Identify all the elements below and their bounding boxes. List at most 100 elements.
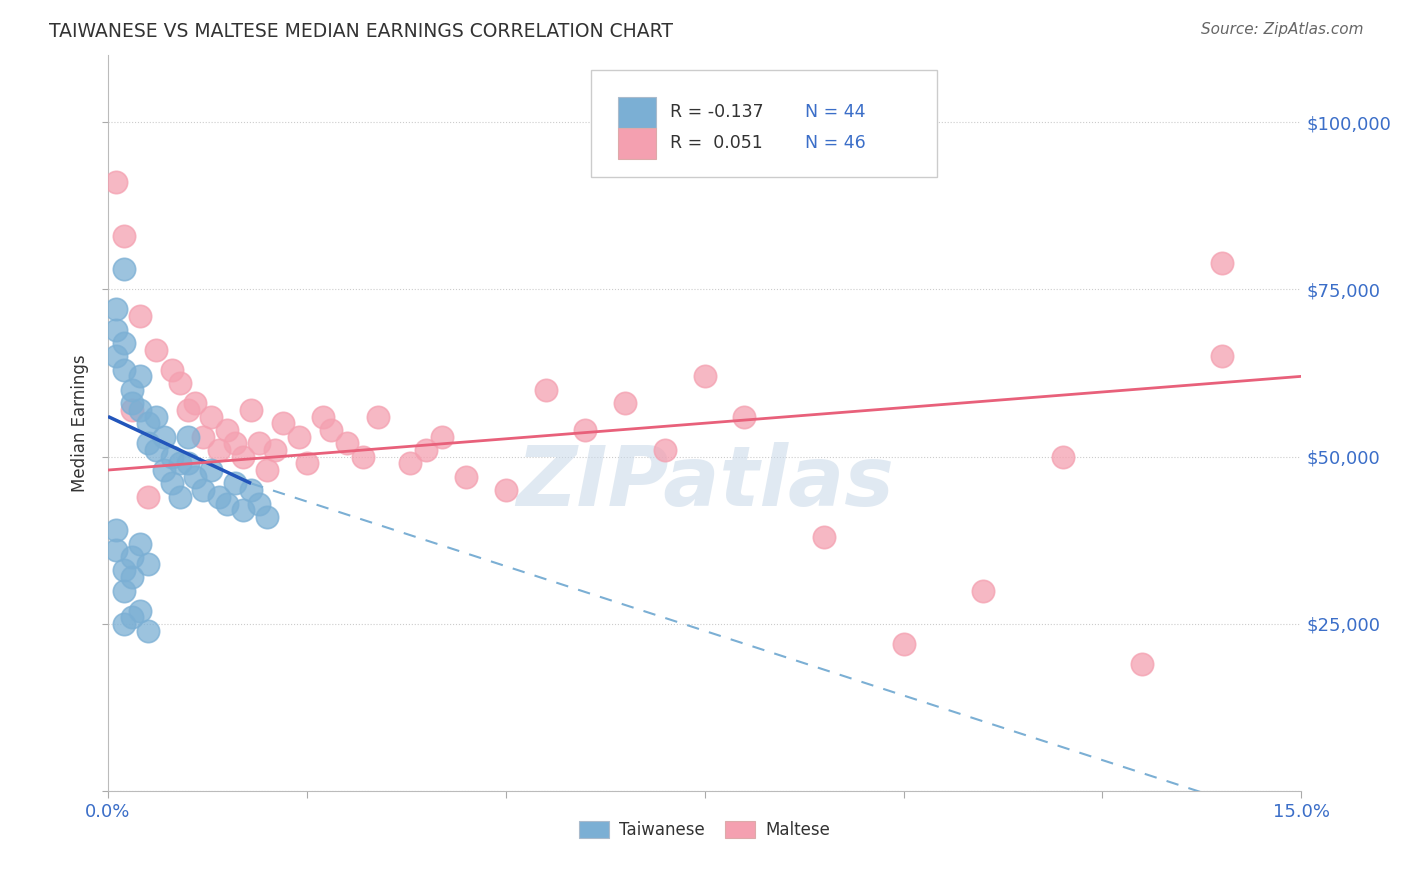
Point [169, 490, 191, 504]
Point [145, 442, 167, 457]
Point [128, 369, 150, 384]
Point [733, 409, 755, 424]
Point [160, 476, 183, 491]
Point [128, 604, 150, 618]
Point [121, 549, 143, 564]
Point [121, 402, 143, 417]
Point [574, 423, 596, 437]
Point [112, 583, 135, 598]
Point [319, 423, 342, 437]
Point [121, 610, 143, 624]
Point [217, 423, 239, 437]
Text: N = 46: N = 46 [804, 135, 866, 153]
Point [352, 450, 374, 464]
Point [136, 416, 159, 430]
Point [208, 442, 231, 457]
Point [200, 409, 222, 424]
Point [193, 429, 215, 443]
Point [169, 376, 191, 390]
Point [232, 503, 254, 517]
Point [1130, 657, 1153, 672]
Point [1052, 450, 1074, 464]
Text: ZIPatlas: ZIPatlas [516, 442, 894, 523]
Point [208, 490, 231, 504]
Point [145, 343, 167, 357]
Point [128, 402, 150, 417]
Point [160, 450, 183, 464]
Point [271, 416, 294, 430]
Point [136, 436, 159, 450]
Point [415, 442, 437, 457]
Point [1211, 255, 1233, 269]
Text: TAIWANESE VS MALTESE MEDIAN EARNINGS CORRELATION CHART: TAIWANESE VS MALTESE MEDIAN EARNINGS COR… [49, 22, 673, 41]
Point [128, 309, 150, 323]
Point [121, 383, 143, 397]
Point [534, 383, 557, 397]
Point [104, 175, 127, 189]
Point [495, 483, 517, 497]
Text: N = 44: N = 44 [804, 103, 865, 121]
Point [247, 496, 270, 510]
Point [112, 362, 135, 376]
Point [145, 409, 167, 424]
Point [256, 509, 278, 524]
Y-axis label: Median Earnings: Median Earnings [72, 354, 89, 492]
Point [136, 624, 159, 638]
Text: Source: ZipAtlas.com: Source: ZipAtlas.com [1201, 22, 1364, 37]
Point [121, 570, 143, 584]
FancyBboxPatch shape [592, 70, 938, 177]
Point [184, 396, 207, 410]
Point [104, 543, 127, 558]
Point [104, 523, 127, 537]
Point [367, 409, 389, 424]
Point [176, 456, 198, 470]
Point [112, 262, 135, 277]
Point [312, 409, 335, 424]
Point [893, 637, 915, 651]
Point [813, 530, 835, 544]
Point [399, 456, 422, 470]
Point [112, 617, 135, 632]
Point [430, 429, 453, 443]
Point [336, 436, 359, 450]
Point [1211, 349, 1233, 363]
Point [256, 463, 278, 477]
Point [112, 335, 135, 350]
Point [200, 463, 222, 477]
Point [972, 583, 994, 598]
Point [128, 536, 150, 550]
Bar [617, 128, 655, 159]
Point [152, 429, 174, 443]
Point [288, 429, 311, 443]
Point [614, 396, 637, 410]
Point [184, 469, 207, 483]
Point [136, 490, 159, 504]
Point [136, 557, 159, 571]
Point [104, 349, 127, 363]
Point [112, 228, 135, 243]
Point [104, 302, 127, 317]
Point [654, 442, 676, 457]
Point [104, 322, 127, 336]
Text: R =  0.051: R = 0.051 [671, 135, 763, 153]
Point [112, 563, 135, 577]
Point [217, 496, 239, 510]
Bar [617, 96, 655, 128]
Point [240, 402, 263, 417]
Point [121, 396, 143, 410]
Legend: Taiwanese, Maltese: Taiwanese, Maltese [572, 814, 837, 846]
Text: R = -0.137: R = -0.137 [671, 103, 763, 121]
Point [160, 362, 183, 376]
Point [152, 463, 174, 477]
Point [454, 469, 477, 483]
Point [264, 442, 287, 457]
Point [247, 436, 270, 450]
Point [232, 450, 254, 464]
Point [224, 436, 246, 450]
Point [193, 483, 215, 497]
Point [176, 429, 198, 443]
Point [295, 456, 318, 470]
Point [693, 369, 716, 384]
Point [176, 402, 198, 417]
Point [240, 483, 263, 497]
